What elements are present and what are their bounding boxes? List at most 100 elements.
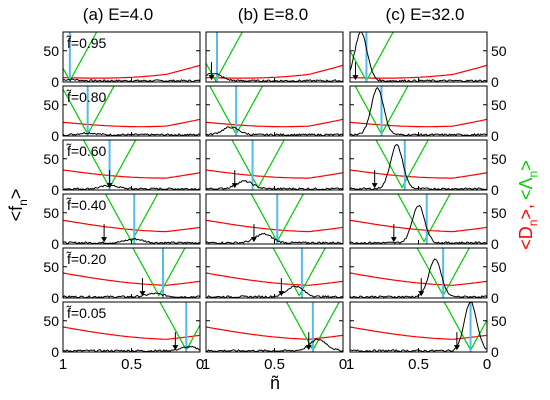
panel-plot-area [350, 194, 487, 244]
row-label: f̃=0.95 [66, 35, 107, 51]
panel-frame [349, 139, 488, 191]
y-tick-label-right: 0 [491, 74, 499, 90]
x-tick-label: 0.5 [121, 356, 142, 373]
dn-curve [63, 326, 200, 340]
dn-curve [63, 169, 200, 179]
y-tick-label-left: 50 [43, 313, 59, 329]
row-label: f̃=0.80 [66, 89, 107, 105]
dn-curve [350, 118, 487, 128]
y-tick-label-left: 0 [51, 74, 59, 90]
x-tick-label: 0.5 [408, 356, 429, 373]
row-label: f̃=0.40 [66, 197, 107, 213]
panel-1-2 [205, 139, 344, 191]
fn-curve [63, 237, 200, 244]
y-tick-label-left: 50 [43, 205, 59, 221]
y-label-fn-sub: n [16, 199, 30, 206]
arrow-head [250, 237, 257, 243]
dn-curve [350, 272, 487, 286]
column-title-a: (a) E=4.0 [83, 5, 153, 24]
arrow-head [172, 345, 179, 351]
arrow-head [231, 183, 238, 189]
y-label-lambda-sub: n [526, 171, 540, 178]
y-label-lambda-close: > [516, 160, 536, 171]
dn-curve [350, 219, 487, 233]
dn-curve [350, 169, 487, 179]
y-tick-label-left: 50 [43, 97, 59, 113]
dn-curve [206, 64, 343, 79]
y-tick-label-left: 0 [51, 344, 59, 360]
panel-2-3: 0 50 [349, 193, 507, 252]
fn-curve [206, 232, 343, 244]
panel-plot-area [350, 86, 487, 136]
panel-1-0 [205, 31, 344, 83]
y-tick-label-right: 0 [491, 128, 499, 144]
panel-0-3: 0 50 f̃=0.40 [43, 193, 201, 252]
arrow-head [106, 183, 113, 189]
x-tick-label: 1 [346, 356, 354, 373]
y-axis-left-label: <fn> [6, 189, 30, 222]
panel-0-5: 0 50 1 0.5 0 f̃=0.05 [43, 301, 204, 373]
panel-1-5: 1 0.5 0 [202, 301, 347, 373]
dn-curve [63, 219, 200, 233]
y-tick-label-right: 50 [491, 205, 507, 221]
x-tick-label: 1 [202, 356, 210, 373]
dn-curve [63, 272, 200, 286]
panel-0-2: 0 50 f̃=0.60 [43, 139, 201, 198]
panel-2-5: 0 50 1 0.5 0 [346, 301, 507, 373]
y-tick-label-right: 50 [491, 151, 507, 167]
panel-0-4: 0 50 f̃=0.20 [43, 247, 201, 306]
column-titles: (a) E=4.0 (b) E=8.0 (c) E=32.0 [83, 5, 465, 24]
dn-curve [206, 272, 343, 286]
panel-plot-area [206, 302, 343, 352]
y-tick-label-right: 50 [491, 97, 507, 113]
lambda-curve [272, 248, 326, 297]
panel-frame [349, 193, 488, 245]
x-tick-label: 0 [196, 356, 204, 373]
y-label-lambda-open: <Λ [516, 177, 536, 200]
fn-curve [350, 302, 487, 352]
fn-curve [350, 144, 487, 190]
row-label: f̃=0.05 [66, 305, 107, 321]
row-label: f̃=0.20 [66, 251, 107, 267]
arrow-head [390, 237, 397, 243]
y-tick-label-left: 50 [43, 259, 59, 275]
row-label: f̃=0.60 [66, 143, 107, 159]
y-tick-label-right: 50 [491, 259, 507, 275]
arrow-head [278, 291, 285, 297]
svg-text:<Dn>,<Λn>: <Dn>,<Λn> [516, 160, 540, 249]
column-title-b: (b) E=8.0 [238, 5, 308, 24]
panel-1-3 [205, 193, 344, 245]
arrow-head [101, 237, 108, 243]
arrow-head [371, 183, 378, 189]
dn-curve [206, 219, 343, 233]
y-tick-label-left: 0 [51, 290, 59, 306]
dn-curve [350, 326, 487, 340]
x-tick-label: 0 [483, 356, 491, 373]
fn-curve [350, 86, 487, 136]
panel-frame [349, 247, 488, 299]
dn-curve [206, 326, 343, 340]
y-label-fn-open: <f [6, 205, 26, 222]
panel-grid: 0 50 f̃=0.95 0 50 f̃=0.80 0 50 f̃=0.60 0 50 f̃=0.40… [43, 31, 507, 373]
y-label-dn-close: >, [516, 204, 536, 220]
arrow-head [208, 75, 215, 81]
y-tick-label-right: 0 [491, 290, 499, 306]
panel-2-0: 0 50 [349, 31, 507, 90]
lambda-curve [132, 248, 186, 297]
panel-2-1: 0 50 [349, 85, 507, 144]
arrow-head [453, 345, 460, 351]
arrow-head [418, 291, 425, 297]
panel-2-2: 0 50 [349, 139, 507, 198]
arrow-head [305, 345, 312, 351]
fn-curve [350, 204, 487, 244]
x-axis: ñ [270, 373, 280, 393]
y-label-dn-open: <D [516, 226, 536, 250]
y-tick-label-right: 0 [491, 182, 499, 198]
y-tick-label-left: 50 [43, 151, 59, 167]
y-label-dn-sub: n [526, 220, 540, 227]
x-tick-label: 1 [59, 356, 67, 373]
panel-plot-area [63, 302, 200, 352]
x-tick-label: 0 [339, 356, 347, 373]
lambda-curve [375, 140, 429, 189]
